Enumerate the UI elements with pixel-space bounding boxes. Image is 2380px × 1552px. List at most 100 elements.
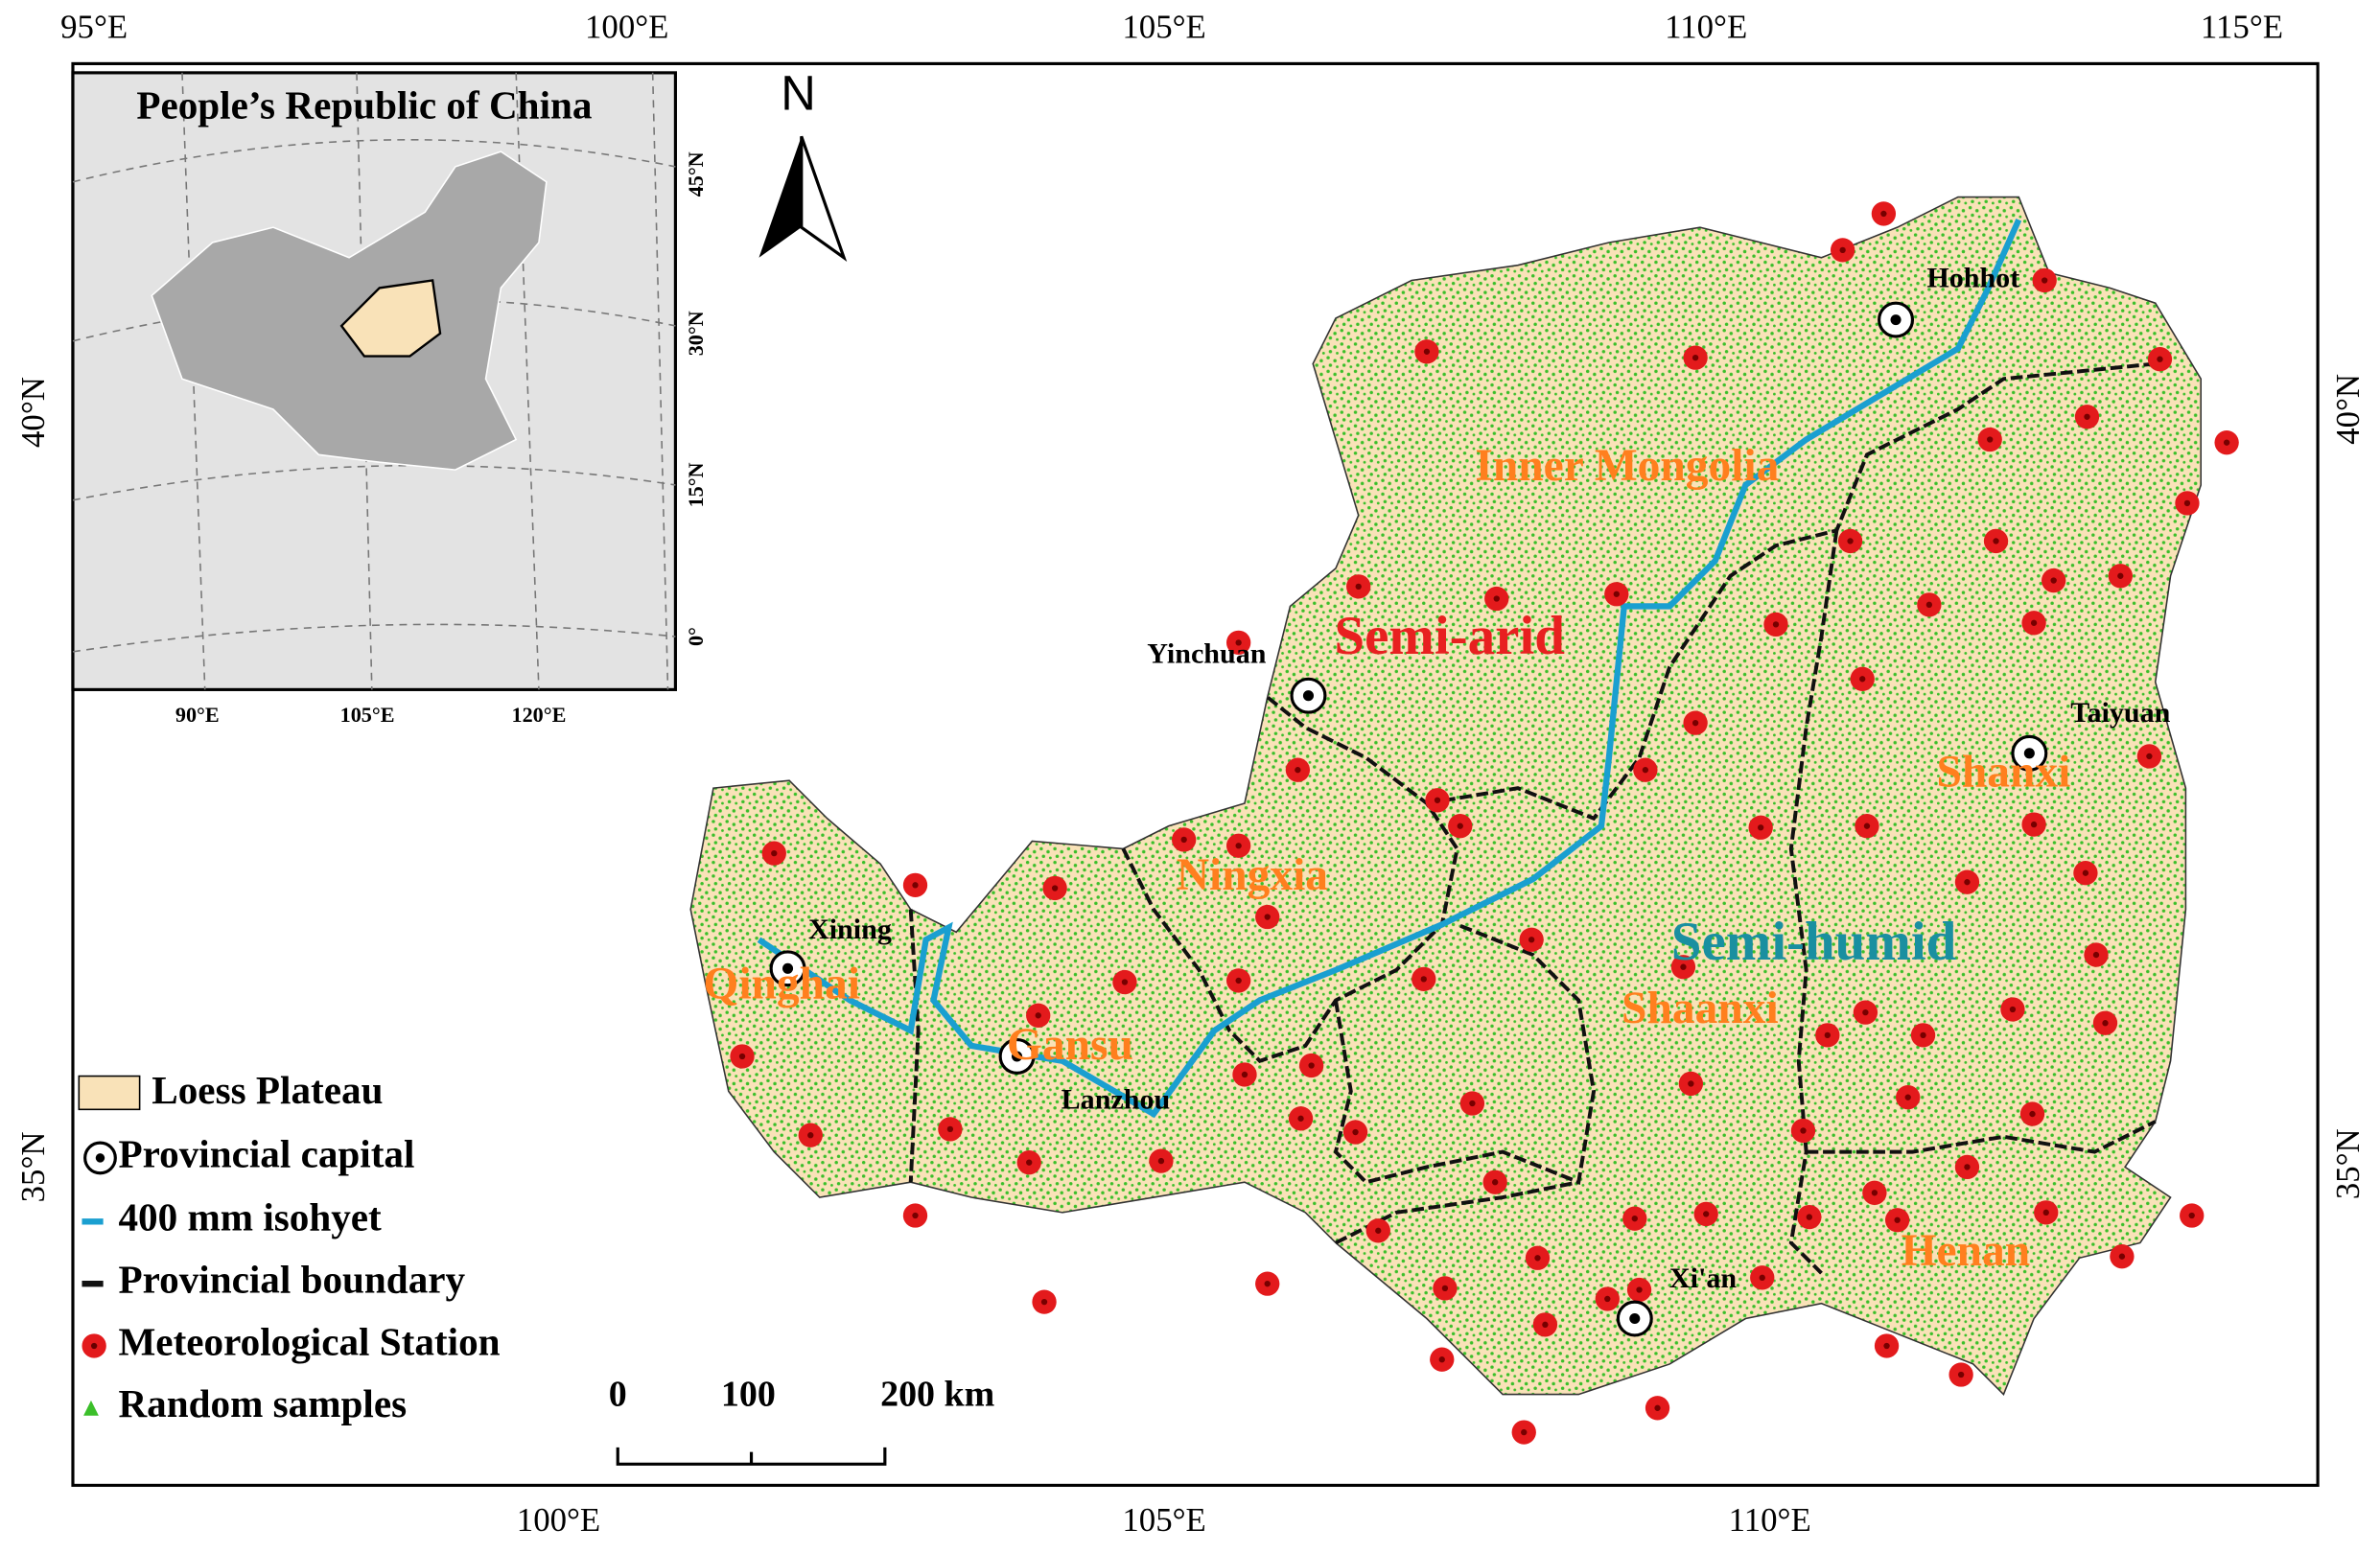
station-center [1308,1062,1315,1069]
station-center [1871,1190,1878,1196]
inset-lat-label: 0° [684,627,708,646]
station-center [1880,210,1887,218]
station-center [2042,277,2048,284]
scale-bar [616,1447,887,1466]
station-center [2117,572,2124,579]
legend: Loess Plateau Provincial capital 400 mm is… [78,1068,501,1425]
legend-label: Loess Plateau [152,1068,383,1112]
stations [730,201,2239,1445]
legend-label: Meteorological Station [118,1319,500,1363]
city-label: Lanzhou [1062,1082,1171,1115]
station-center [1491,1179,1499,1186]
legend-label: Random samples [118,1381,407,1425]
station-center [1423,348,1431,355]
station-center [1241,1071,1248,1078]
region-label: Semi-humid [1671,912,1957,972]
station-center [1824,1031,1831,1039]
station-center [1457,822,1463,829]
legend-label: Provincial boundary [118,1258,465,1302]
station-center [1993,538,1999,544]
station-center [1434,797,1441,803]
right-lat-label: 35°N [2329,1128,2367,1199]
station-center [2183,499,2191,507]
station-center [2050,577,2057,584]
inset-title: People’s Republic of China [136,82,592,127]
station-center [2042,1209,2049,1216]
station-center [1040,1298,1048,1306]
station-center [1654,1404,1661,1411]
station-center [1604,1295,1611,1303]
capital-dot [782,962,794,974]
station-center [1839,246,1846,254]
station-center [1235,639,1242,646]
station-center [1688,1080,1694,1087]
region-label: Ningxia [1177,850,1328,900]
left-lat-label: 40°N [14,377,52,448]
station-center [2102,1020,2109,1027]
region-label: Shanxi [1937,747,2071,797]
station-center [1636,1286,1643,1293]
station-center [1859,676,1866,683]
station-center [1521,1428,1528,1436]
region-label: Qinghai [703,960,860,1009]
station-center [1642,767,1649,774]
station-center [1964,1164,1971,1170]
station-center [1295,767,1301,774]
isohyet-400mm [757,218,2022,1119]
station-center [1297,1115,1304,1122]
bottom-lon-label: 100°E [517,1501,600,1539]
provincial-boundaries [908,361,2157,1275]
station-center [1264,914,1271,920]
station-center [1692,354,1699,361]
inset-lon-label: 90°E [175,703,220,727]
region-label: Semi-arid [1334,606,1565,666]
station-center [2084,413,2090,420]
station-center [2146,753,2153,760]
station-center [1355,583,1362,591]
station-center [1438,1356,1445,1363]
station-center [738,1053,746,1060]
inset-lat-label: 15°N [684,462,708,507]
station-center [912,1212,919,1219]
station-center [1847,538,1854,544]
station-center [1894,1216,1901,1223]
station-center [1121,979,1129,985]
scale-label: 100 [721,1374,776,1414]
bottom-lon-label: 105°E [1122,1501,1205,1539]
city-label: Xi'an [1669,1262,1737,1294]
region-label: Gansu [1007,1020,1133,1070]
station-center [1264,1280,1271,1287]
capital-dot [1302,690,1315,702]
inset-lon-label: 120°E [512,703,567,727]
station-center [1772,621,1780,628]
station-center [912,882,919,889]
capital-dot [1012,1051,1023,1062]
top-lon-label: 95°E [60,9,128,46]
station-center [1631,1216,1638,1222]
capital-dot [1629,1312,1641,1325]
station-center [1920,1031,1926,1039]
station-center [1904,1094,1911,1100]
region-label: Inner Mongolia [1475,441,1779,491]
station-center [1469,1100,1476,1107]
top-lon-label: 105°E [1122,9,1205,46]
city-label: Yinchuan [1147,637,1266,669]
station-center [1051,885,1059,892]
station-center [2030,821,2038,828]
top-lon-label: 100°E [585,9,668,46]
city-label: Taiyuan [2070,696,2170,729]
station-center [1035,1012,1041,1019]
station-center [1528,937,1535,943]
legend-label: Provincial capital [118,1131,414,1175]
station-center [1026,1159,1033,1166]
legend-label: 400 mm isohyet [118,1195,382,1239]
station-center [2029,1110,2036,1118]
station-center [1157,1157,1165,1165]
station-center [1420,976,1427,983]
region-label: Shaanxi [1622,984,1779,1033]
scale-label: 0 [609,1374,627,1414]
station-center [1957,1371,1965,1378]
top-lon-label: 115°E [2201,9,2283,46]
station-center [2092,951,2100,959]
